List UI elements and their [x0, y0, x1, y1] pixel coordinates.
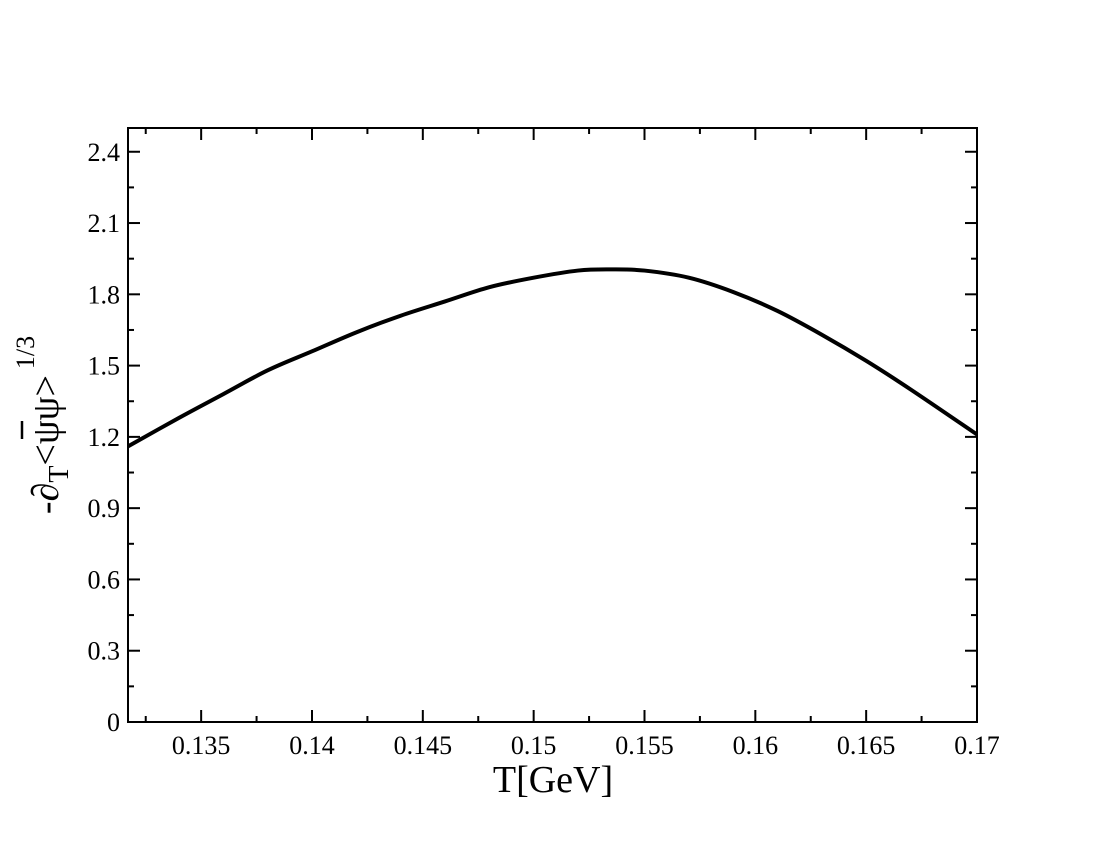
- plot-frame: [127, 127, 978, 723]
- y-tick-label: 2.1: [88, 209, 121, 238]
- y-tick-label: 0.3: [88, 637, 121, 666]
- x-tick-label: 0.15: [511, 731, 557, 760]
- x-axis-title: T[GeV]: [493, 759, 613, 801]
- x-tick-label: 0.14: [289, 731, 335, 760]
- y-tick-label: 1.5: [88, 352, 121, 381]
- x-tick-label: 0.145: [394, 731, 453, 760]
- y-axis-title-subscript: T: [44, 466, 75, 483]
- y-tick-label: 0.6: [88, 565, 121, 594]
- x-tick-label: 0.135: [172, 731, 231, 760]
- y-axis-title-superscript: 1/3: [11, 336, 40, 369]
- y-tick-label: 0.9: [88, 494, 121, 523]
- series-line-1: [127, 267, 979, 449]
- y-tick-label: 2.4: [88, 138, 121, 167]
- x-tick-label: 0.155: [615, 731, 674, 760]
- x-tick-label: 0.17: [954, 731, 1000, 760]
- y-axis-title-body: <ψψ>: [25, 375, 67, 465]
- svg-text:-∂T<ψψ>1/3: -∂T<ψψ> 1/3: [11, 336, 75, 514]
- y-tick-label: 0: [107, 708, 120, 737]
- x-tick-label: 0.16: [733, 731, 779, 760]
- y-axis-title-prefix: -∂: [25, 483, 67, 514]
- y-axis-title: -∂T<ψψ> 1/3: [11, 336, 75, 514]
- y-tick-label: 1.2: [88, 423, 121, 452]
- x-tick-label: 0.165: [837, 731, 896, 760]
- y-tick-label: 1.8: [88, 280, 121, 309]
